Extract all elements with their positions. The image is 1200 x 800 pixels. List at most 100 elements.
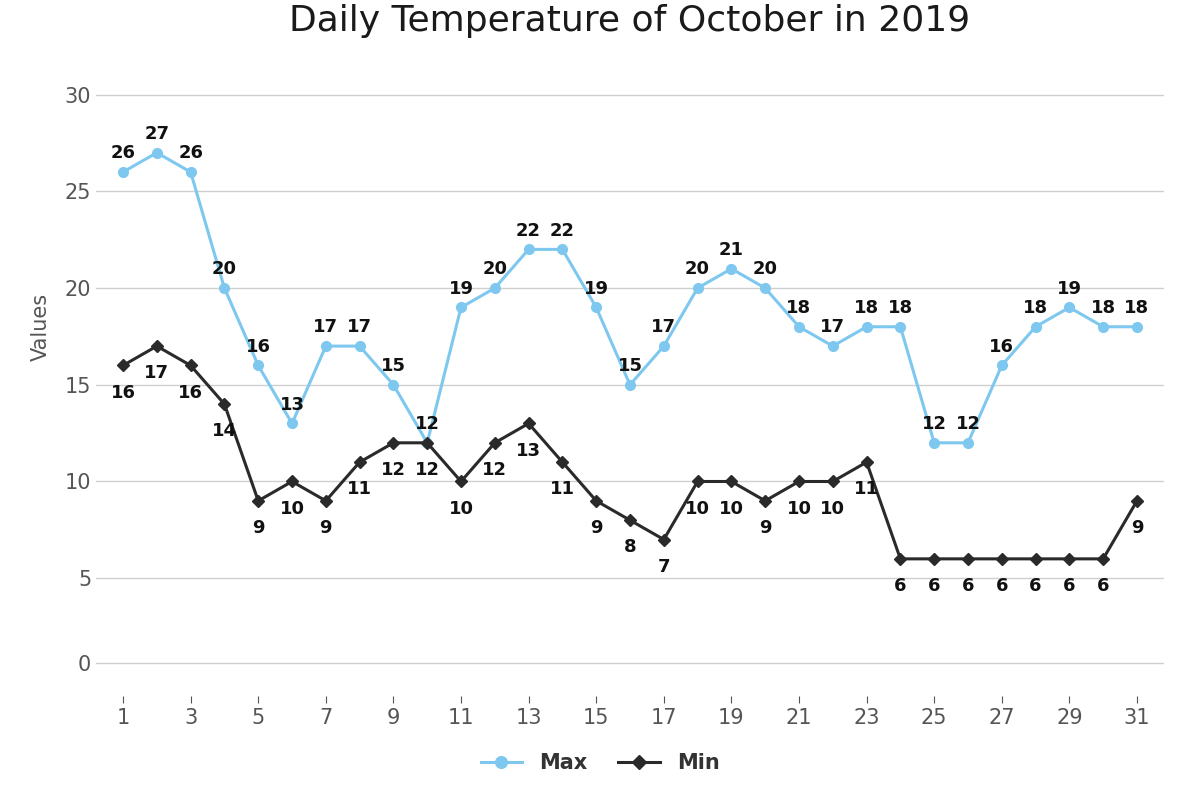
Text: 6: 6	[1063, 577, 1075, 595]
Text: 20: 20	[212, 260, 236, 278]
Text: 10: 10	[821, 499, 845, 518]
Max	[1129, 322, 1144, 331]
Text: 9: 9	[758, 519, 772, 537]
Min	[893, 554, 907, 564]
Text: 12: 12	[380, 461, 406, 479]
Min	[758, 496, 773, 506]
Min	[1096, 554, 1110, 564]
Text: 26: 26	[178, 144, 203, 162]
Min	[859, 458, 874, 467]
Max	[556, 245, 570, 254]
Max	[353, 342, 367, 351]
Min	[353, 458, 367, 467]
Text: 6: 6	[928, 577, 941, 595]
Text: 10: 10	[685, 499, 710, 518]
Text: 22: 22	[550, 222, 575, 240]
Max	[1062, 302, 1076, 312]
Text: 19: 19	[583, 280, 608, 298]
Text: 16: 16	[246, 338, 271, 356]
Min	[522, 418, 536, 428]
Max	[690, 283, 704, 293]
Text: 11: 11	[550, 480, 575, 498]
Text: 20: 20	[752, 260, 778, 278]
Text: 12: 12	[415, 461, 439, 479]
Text: 12: 12	[482, 461, 508, 479]
Text: 18: 18	[888, 299, 913, 317]
Max	[1096, 322, 1110, 331]
Text: 10: 10	[719, 499, 744, 518]
Max	[758, 283, 773, 293]
Text: 21: 21	[719, 241, 744, 259]
Text: 16: 16	[989, 338, 1014, 356]
Min	[251, 496, 265, 506]
Min	[420, 438, 434, 448]
Max	[116, 167, 131, 177]
Text: 16: 16	[178, 383, 203, 402]
Text: 6: 6	[894, 577, 907, 595]
Max	[454, 302, 468, 312]
Max	[926, 438, 941, 448]
Min	[150, 342, 164, 351]
Min	[589, 496, 604, 506]
Min	[690, 477, 704, 486]
Min	[184, 361, 198, 370]
Max	[893, 322, 907, 331]
Min	[792, 477, 806, 486]
Max	[724, 264, 738, 274]
Max	[251, 361, 265, 370]
Text: 18: 18	[786, 299, 811, 317]
Line: Max: Max	[118, 148, 1142, 448]
Text: 10: 10	[280, 499, 305, 518]
Y-axis label: Values: Values	[31, 293, 50, 361]
Text: 6: 6	[1030, 577, 1042, 595]
Max	[961, 438, 976, 448]
Max	[319, 342, 334, 351]
Min	[217, 399, 232, 409]
Min	[556, 458, 570, 467]
Max	[792, 322, 806, 331]
Min	[826, 477, 840, 486]
Max	[623, 380, 637, 390]
Max	[184, 167, 198, 177]
Min	[1028, 554, 1043, 564]
Text: 20: 20	[685, 260, 710, 278]
Text: 11: 11	[347, 480, 372, 498]
Text: 19: 19	[449, 280, 474, 298]
Min	[656, 534, 671, 544]
Text: 17: 17	[821, 318, 845, 336]
Text: 6: 6	[996, 577, 1008, 595]
Text: 14: 14	[212, 422, 236, 440]
Title: Daily Temperature of October in 2019: Daily Temperature of October in 2019	[289, 4, 971, 38]
Text: 12: 12	[415, 415, 439, 433]
Text: 9: 9	[1130, 519, 1144, 537]
Min	[724, 477, 738, 486]
Text: 27: 27	[144, 125, 169, 143]
Text: 13: 13	[516, 442, 541, 459]
Max	[284, 418, 299, 428]
Min	[623, 515, 637, 525]
Min	[454, 477, 468, 486]
Min	[386, 438, 401, 448]
Min	[1129, 496, 1144, 506]
Text: 12: 12	[922, 415, 947, 433]
Text: 9: 9	[319, 519, 332, 537]
Text: 17: 17	[144, 364, 169, 382]
Max	[386, 380, 401, 390]
Text: 6: 6	[961, 577, 974, 595]
Text: 20: 20	[482, 260, 508, 278]
Text: 18: 18	[854, 299, 880, 317]
Min	[995, 554, 1009, 564]
Text: 10: 10	[449, 499, 474, 518]
Text: 16: 16	[110, 383, 136, 402]
Text: 15: 15	[618, 357, 642, 375]
Max	[150, 148, 164, 158]
Text: 17: 17	[347, 318, 372, 336]
Min	[1062, 554, 1076, 564]
Min	[284, 477, 299, 486]
Min	[926, 554, 941, 564]
Max	[826, 342, 840, 351]
Max	[487, 283, 502, 293]
Legend: Max, Min: Max, Min	[473, 745, 727, 782]
Min	[319, 496, 334, 506]
Max	[859, 322, 874, 331]
